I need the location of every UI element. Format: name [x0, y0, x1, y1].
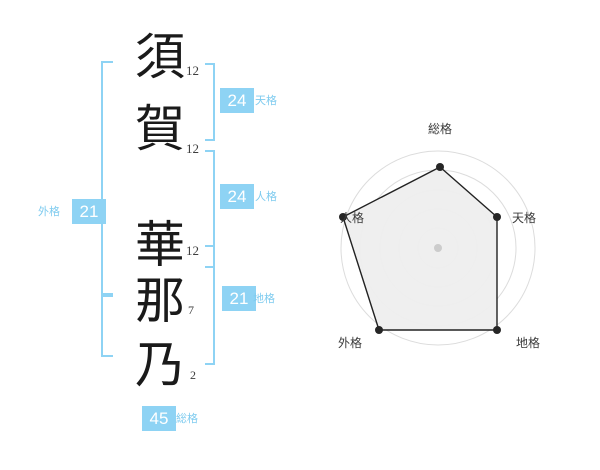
- name-character-1: 須: [135, 28, 185, 86]
- chikaku-label: 地格: [253, 292, 275, 305]
- bracket-gaikaku-lower: [101, 295, 113, 357]
- radar-axis-label-jinkaku: 人格: [340, 210, 364, 225]
- name-character-5: 乃: [135, 336, 185, 394]
- bracket-chikaku: [205, 245, 215, 365]
- stroke-count-1: 12: [186, 63, 199, 78]
- radar-chart-svg: 総格 天格 地格 外格 人格: [338, 121, 540, 350]
- gaikaku-badge: 21: [72, 199, 106, 224]
- name-character-3: 華: [135, 216, 185, 274]
- stroke-count-5: 2: [190, 368, 196, 382]
- kakusu-radar-chart: 総格 天格 地格 外格 人格: [300, 0, 600, 470]
- name-character-2: 賀: [135, 100, 185, 158]
- radar-axis-label-soukaku: 総格: [428, 121, 452, 136]
- radar-axis-label-tenkaku: 天格: [512, 210, 536, 225]
- bracket-tenkaku: [205, 63, 215, 141]
- jinkaku-label: 人格: [255, 190, 277, 203]
- radar-axis-label-chikaku: 地格: [516, 335, 540, 350]
- name-character-4: 那: [135, 272, 185, 330]
- tenkaku-badge: 24: [220, 88, 254, 113]
- jinkaku-badge: 24: [220, 184, 254, 209]
- gaikaku-label: 外格: [38, 205, 60, 218]
- stroke-count-2: 12: [186, 141, 199, 156]
- radar-center-dot: [434, 244, 442, 252]
- soukaku-badge: 45: [142, 406, 176, 431]
- chikaku-badge: 21: [222, 286, 256, 311]
- tenkaku-label: 天格: [255, 94, 277, 107]
- bracket-gaikaku-upper: [101, 61, 113, 295]
- stroke-count-3: 12: [186, 243, 199, 258]
- soukaku-label: 総格: [176, 412, 198, 425]
- name-kakusu-panel: 須 賀 華 那 乃 12 12 12 7 2 24 天格 24 人格 21 地格…: [38, 28, 277, 431]
- radar-axis-label-gaikaku: 外格: [338, 335, 362, 350]
- stroke-count-4: 7: [188, 303, 194, 317]
- radar-series-points: [339, 163, 501, 334]
- bracket-jinkaku: [205, 150, 215, 268]
- radar-series-area: [342, 166, 498, 331]
